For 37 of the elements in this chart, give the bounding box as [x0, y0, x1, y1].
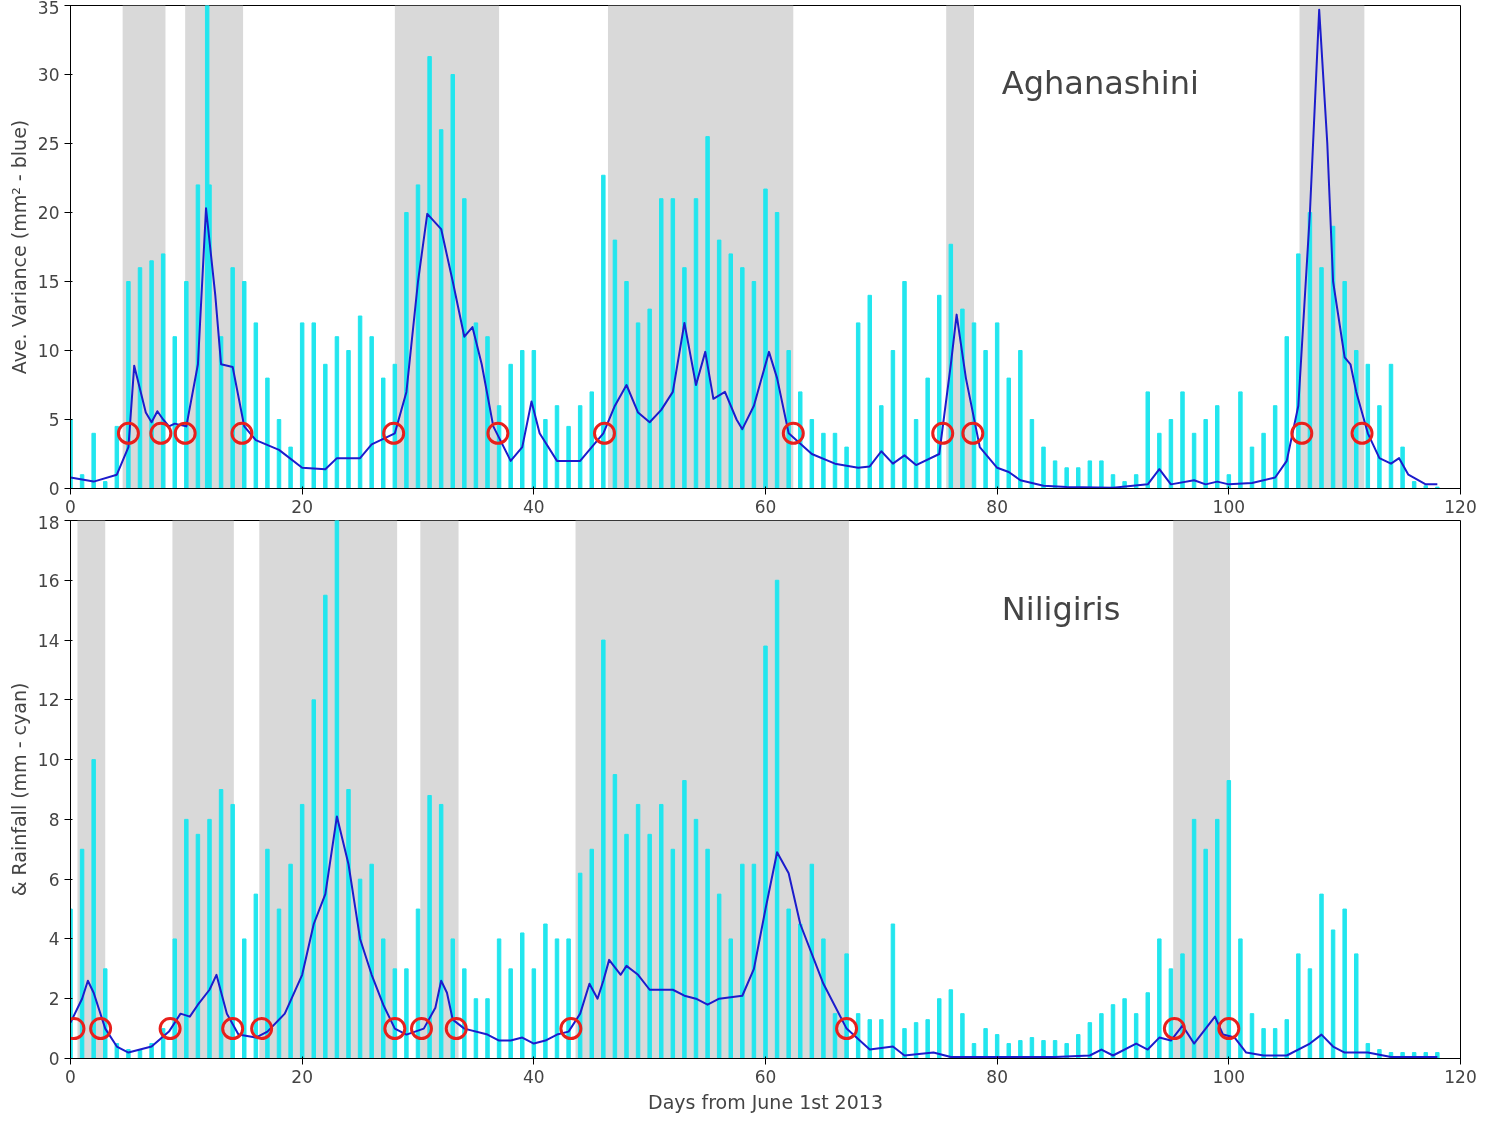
y-tick-label: 25 — [37, 134, 60, 154]
x-tick-label: 120 — [1444, 1066, 1477, 1087]
annotation: Niligiris — [1001, 590, 1121, 629]
x-tick-label: 60 — [754, 496, 777, 517]
y-axis-title: & Rainfall (mm - cyan) — [7, 682, 30, 897]
y-tick-label: 10 — [37, 750, 60, 771]
x-tick-label: 80 — [986, 496, 1008, 517]
x-tick-label: 100 — [1212, 496, 1246, 517]
y-tick-label: 16 — [37, 570, 60, 591]
y-tick-label: 30 — [37, 65, 60, 85]
y-tick-label: 15 — [37, 272, 60, 292]
y-tick-label: 0 — [48, 479, 60, 499]
x-tick-label: 80 — [986, 1066, 1008, 1087]
y-tick-label: 20 — [37, 203, 60, 223]
x-tick-label: 0 — [65, 1066, 76, 1087]
x-tick-label: 60 — [754, 1066, 777, 1087]
y-axis-title: Ave. Variance (mm² - blue) — [7, 119, 30, 375]
y-tick-label: 5 — [48, 410, 60, 430]
x-tick-label: 0 — [65, 496, 76, 517]
y-tick-label: 2 — [48, 989, 60, 1010]
x-tick-label: 40 — [523, 496, 545, 517]
annotation: Aghanashini — [1001, 64, 1199, 103]
x-tick-label: 40 — [523, 1066, 545, 1087]
y-tick-label: 10 — [37, 341, 60, 361]
y-tick-label: 18 — [37, 512, 60, 533]
y-tick-label: 4 — [48, 929, 60, 950]
y-tick-label: 14 — [37, 630, 60, 651]
x-axis-title: Days from June 1st 2013 — [648, 1090, 883, 1113]
x-tick-label: 20 — [291, 496, 313, 517]
y-tick-label: 6 — [48, 869, 60, 890]
x-tick-label: 100 — [1212, 1066, 1246, 1087]
y-tick-label: 12 — [37, 690, 60, 711]
x-tick-label: 120 — [1444, 496, 1477, 517]
y-tick-label: 35 — [37, 0, 60, 18]
x-tick-label: 20 — [291, 1066, 313, 1087]
y-tick-label: 0 — [48, 1049, 60, 1069]
y-tick-label: 8 — [48, 809, 60, 830]
